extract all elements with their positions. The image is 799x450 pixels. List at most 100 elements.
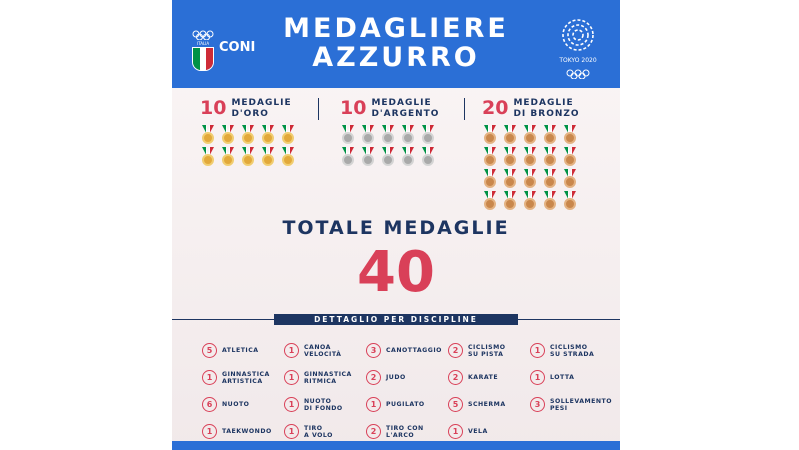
gold-medal-icon: [240, 125, 256, 145]
discipline-item: 1 GINNASTICA RITMICA: [284, 364, 366, 391]
header-banner: ITALIA CONI MEDAGLIERE AZZURRO TOKYO 202…: [172, 0, 620, 88]
discipline-medal-count: 1: [284, 343, 299, 358]
gold-medal-icon: [280, 147, 296, 167]
coni-label: CONI: [219, 40, 256, 55]
bronze-medal-icon: [562, 191, 578, 211]
silver-medal-icon: [340, 147, 356, 167]
gold-medal-icon: [260, 147, 276, 167]
silver-label: MEDAGLIE D'ARGENTO: [371, 98, 440, 119]
discipline-medal-count: 1: [530, 370, 545, 385]
discipline-item: 1 CANOA VELOCITÀ: [284, 337, 366, 364]
silver-medal-icon: [360, 125, 376, 145]
discipline-medal-count: 5: [448, 397, 463, 412]
discipline-name: TIRO CON L'ARCO: [386, 424, 424, 439]
bronze-medal-icon: [502, 191, 518, 211]
discipline-name: JUDO: [386, 374, 406, 381]
gold-label: MEDAGLIE D'ORO: [231, 98, 292, 119]
discipline-item: 2 KARATE: [448, 364, 530, 391]
bronze-medal-icon: [562, 169, 578, 189]
bronze-label: MEDAGLIE DI BRONZO: [513, 98, 580, 119]
discipline-medal-count: 5: [202, 343, 217, 358]
discipline-name: CANOA VELOCITÀ: [304, 343, 342, 358]
page-title: MEDAGLIERE AZZURRO: [172, 14, 620, 72]
title-line-2: AZZURRO: [312, 42, 480, 73]
discipline-name: TIRO A VOLO: [304, 424, 333, 439]
gold-medal-icon: [260, 125, 276, 145]
bronze-medal-icon: [522, 147, 538, 167]
discipline-name: CANOTTAGGIO: [386, 347, 442, 354]
gold-medal-icons: [200, 125, 298, 167]
silver-medal-icon: [380, 147, 396, 167]
italia-label: ITALIA: [196, 41, 210, 46]
gold-medal-icon: [200, 147, 216, 167]
divider: [318, 98, 319, 120]
discipline-name: LOTTA: [550, 374, 575, 381]
gold-count: 10: [200, 97, 227, 119]
silver-medal-icon: [380, 125, 396, 145]
bronze-medal-icon: [482, 169, 498, 189]
discipline-item: 1 LOTTA: [530, 364, 612, 391]
bronze-medal-icon: [522, 125, 538, 145]
bronze-medal-icon: [482, 191, 498, 211]
disciplines-grid: 5 ATLETICA 1 CANOA VELOCITÀ 3 CANOTTAGGIO 2 CICL…: [202, 337, 612, 445]
discipline-name: GINNASTICA RITMICA: [304, 370, 352, 385]
discipline-item: 6 NUOTO: [202, 391, 284, 418]
discipline-name: ATLETICA: [222, 347, 259, 354]
silver-medal-icon: [340, 125, 356, 145]
discipline-name: KARATE: [468, 374, 499, 381]
bronze-medal-icon: [562, 125, 578, 145]
silver-medal-icon: [420, 125, 436, 145]
dettaglio-discipline-banner: DETTAGLIO PER DISCIPLINE: [274, 314, 518, 325]
discipline-name: CICLISMO SU STRADA: [550, 343, 595, 358]
discipline-item: 1 PUGILATO: [366, 391, 448, 418]
discipline-name: NUOTO: [222, 401, 250, 408]
italian-flag-icon: [192, 47, 214, 71]
bronze-medal-icon: [562, 147, 578, 167]
bronze-medal-icon: [482, 147, 498, 167]
silver-medal-icon: [400, 125, 416, 145]
discipline-medal-count: 1: [530, 343, 545, 358]
silver-count: 10: [340, 97, 367, 119]
gold-medal-icon: [280, 125, 296, 145]
bronze-medals-block: 20 MEDAGLIE DI BRONZO: [482, 98, 580, 211]
gold-medals-block: 10 MEDAGLIE D'ORO: [200, 98, 298, 167]
bottom-bar: [172, 441, 620, 450]
discipline-item: 1 GINNASTICA ARTISTICA: [202, 364, 284, 391]
discipline-name: NUOTO DI FONDO: [304, 397, 343, 412]
discipline-name: GINNASTICA ARTISTICA: [222, 370, 270, 385]
discipline-item: 3 SOLLEVAMENTO PESI: [530, 391, 612, 418]
discipline-name: PUGILATO: [386, 401, 425, 408]
bronze-medal-icon: [542, 125, 558, 145]
discipline-medal-count: 1: [202, 424, 217, 439]
discipline-medal-count: 1: [284, 424, 299, 439]
divider: [464, 98, 465, 120]
discipline-item: 1 TIRO A VOLO: [284, 418, 366, 445]
discipline-medal-count: 2: [366, 424, 381, 439]
total-medal-count: 40: [357, 240, 435, 305]
bronze-medal-icon: [522, 169, 538, 189]
discipline-name: CICLISMO SU PISTA: [468, 343, 506, 358]
poster: ITALIA CONI MEDAGLIERE AZZURRO TOKYO 202…: [172, 0, 620, 450]
discipline-medal-count: 6: [202, 397, 217, 412]
silver-medal-icon: [400, 147, 416, 167]
discipline-medal-count: 3: [530, 397, 545, 412]
discipline-item: 5 SCHERMA: [448, 391, 530, 418]
discipline-medal-count: 1: [284, 397, 299, 412]
bronze-medal-icon: [542, 191, 558, 211]
bronze-medal-icons: [482, 125, 580, 211]
discipline-item: 1 CICLISMO SU STRADA: [530, 337, 612, 364]
bronze-medal-icon: [502, 147, 518, 167]
discipline-medal-count: 3: [366, 343, 381, 358]
olympic-rings-icon: [566, 69, 590, 80]
discipline-item: 2 CICLISMO SU PISTA: [448, 337, 530, 364]
bronze-medal-icon: [502, 169, 518, 189]
discipline-item: 1 NUOTO DI FONDO: [284, 391, 366, 418]
gold-medal-icon: [220, 125, 236, 145]
silver-medals-block: 10 MEDAGLIE D'ARGENTO: [340, 98, 439, 167]
discipline-medal-count: 1: [202, 370, 217, 385]
bronze-medal-icon: [522, 191, 538, 211]
tokyo-2020-emblem: TOKYO 2020: [558, 18, 598, 83]
discipline-item: 1 TAEKWONDO: [202, 418, 284, 445]
discipline-medal-count: 1: [448, 424, 463, 439]
discipline-medal-count: 2: [366, 370, 381, 385]
